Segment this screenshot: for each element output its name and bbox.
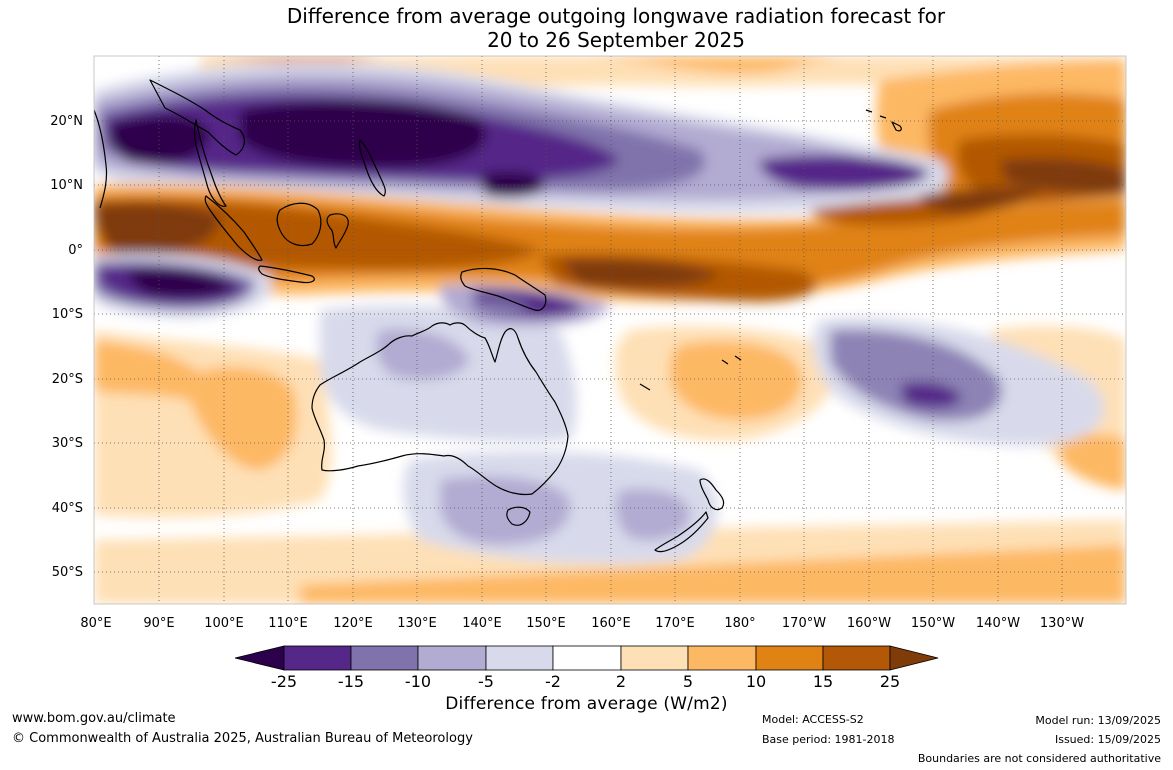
colorbar-cell — [822, 645, 891, 671]
lat-label: 20°N — [50, 114, 83, 129]
colorbar-tick: 5 — [683, 672, 693, 691]
anomaly-field — [94, 56, 1126, 604]
lon-label: 130°E — [397, 616, 437, 631]
colorbar-ticks: -25 -15 -10 -5 -2 2 5 10 15 25 — [271, 672, 900, 691]
borneo-coast — [276, 202, 322, 247]
fiji-islands — [639, 355, 742, 391]
map-frame — [93, 55, 1127, 605]
bom-url: www.bom.gov.au/climate — [12, 711, 176, 726]
lon-label: 150°W — [911, 616, 955, 631]
colorbar-tick: -5 — [478, 672, 494, 691]
philippines-coast — [358, 139, 386, 197]
lon-label: 160°E — [591, 616, 631, 631]
map-title: Difference from average outgoing longwav… — [0, 4, 1173, 52]
title-line-1: Difference from average outgoing longwav… — [286, 4, 946, 28]
lon-label: 100°E — [204, 616, 244, 631]
lon-label: 130°W — [1040, 616, 1084, 631]
boundaries-disclaimer: Boundaries are not considered authoritat… — [917, 752, 1161, 765]
title-line-2: 20 to 26 September 2025 — [487, 28, 745, 52]
hawaii-islands — [865, 109, 902, 132]
new-zealand-north — [699, 478, 725, 511]
copyright-text: © Commonwealth of Australia 2025, Austra… — [12, 731, 473, 746]
sumatra-coast — [204, 195, 263, 261]
colorbar-cell — [485, 645, 554, 671]
lat-label: 30°S — [52, 436, 83, 451]
new-guinea-coast — [460, 267, 547, 311]
base-period: Base period: 1981-2018 — [762, 733, 895, 746]
colorbar-low-extend — [234, 645, 285, 671]
lon-label: 170°E — [655, 616, 695, 631]
colorbar-cell — [687, 645, 757, 671]
colorbar-tick: 15 — [813, 672, 833, 691]
colorbar — [234, 645, 939, 671]
lat-label: 10°S — [52, 307, 83, 322]
latitude-labels: 20°N 10°N 0° 10°S 20°S 30°S 40°S 50°S — [50, 114, 83, 580]
colorbar-tick: 2 — [616, 672, 626, 691]
colorbar-high-extend — [889, 645, 939, 671]
colorbar-cell — [283, 645, 352, 671]
lon-label: 110°E — [268, 616, 308, 631]
longitude-labels: 80°E 90°E 100°E 110°E 120°E 130°E 140°E … — [80, 616, 1084, 631]
lat-label: 10°N — [50, 178, 83, 193]
lon-label: 80°E — [80, 616, 111, 631]
australia-coast — [311, 322, 569, 496]
model-run-date: Model run: 13/09/2025 — [1035, 714, 1161, 727]
lat-label: 50°S — [52, 565, 83, 580]
tasmania-coast — [506, 506, 531, 526]
lon-label: 140°E — [462, 616, 502, 631]
model-name: Model: ACCESS-S2 — [762, 713, 864, 726]
lon-label: 90°E — [143, 616, 174, 631]
sulawesi-coast — [326, 213, 349, 249]
lon-label: 180° — [724, 616, 755, 631]
colorbar-cell — [552, 645, 622, 671]
colorbar-tick: -25 — [271, 672, 297, 691]
malay-peninsula-coast — [193, 119, 227, 207]
issued-date: Issued: 15/09/2025 — [1054, 733, 1161, 746]
lat-label: 20°S — [52, 372, 83, 387]
india-coast — [94, 109, 108, 209]
lon-label: 140°W — [976, 616, 1020, 631]
colorbar-tick: 10 — [746, 672, 766, 691]
colorbar-cell — [417, 645, 487, 671]
lon-label: 160°W — [847, 616, 891, 631]
colorbar-cell — [755, 645, 824, 671]
lon-label: 120°E — [333, 616, 373, 631]
indochina-coast — [149, 79, 245, 156]
lat-label: 40°S — [52, 501, 83, 516]
lat-label: 0° — [68, 243, 83, 258]
java-coast — [258, 265, 315, 284]
colorbar-tick: 25 — [880, 672, 900, 691]
lon-label: 170°W — [782, 616, 826, 631]
colorbar-cell — [350, 645, 419, 671]
graticule — [94, 56, 1126, 604]
colorbar-tick: -15 — [338, 672, 364, 691]
colorbar-tick: -2 — [545, 672, 561, 691]
lon-label: 150°E — [526, 616, 566, 631]
colorbar-tick: -10 — [405, 672, 431, 691]
colorbar-title: Difference from average (W/m2) — [445, 694, 728, 714]
new-zealand-south — [654, 511, 709, 553]
colorbar-cell — [620, 645, 689, 671]
coastlines — [94, 79, 902, 553]
